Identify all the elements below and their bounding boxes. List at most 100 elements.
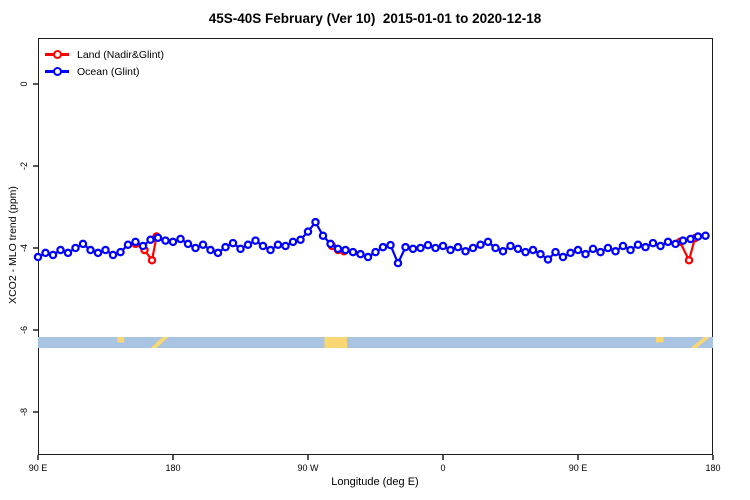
ocean-series-point	[581, 249, 590, 259]
ocean-series-point	[146, 235, 155, 245]
ocean-series-point	[228, 238, 238, 248]
ocean-series-point	[33, 252, 43, 262]
ocean-series-point	[63, 248, 73, 258]
ocean-series-point	[678, 236, 688, 245]
ocean-series-point	[633, 240, 643, 249]
ocean-series-point	[266, 245, 275, 255]
legend: Land (Nadir&Glint) Ocean (Glint)	[45, 46, 164, 80]
ocean-series-point	[453, 242, 463, 252]
ocean-series-point	[236, 244, 245, 254]
legend-label: Land (Nadir&Glint)	[77, 48, 164, 61]
x-tick-label: 90 E	[29, 463, 48, 473]
ocean-series-point	[131, 237, 140, 247]
surface-band-ocean	[38, 336, 713, 349]
ocean-series-point	[213, 248, 223, 258]
ocean-series-point	[101, 245, 110, 255]
surface-band-land-new-zealand	[150, 336, 169, 349]
surface-band-land-tasmania-repeat	[656, 336, 664, 343]
y-tick-label: -8	[19, 408, 29, 416]
ocean-series-point	[333, 244, 343, 254]
ocean-series-point	[551, 247, 560, 257]
ocean-series-point	[71, 243, 80, 253]
ocean-series-point	[348, 247, 358, 257]
ocean-series-point	[273, 240, 283, 249]
ocean-series-point	[603, 243, 613, 253]
ocean-series-point	[573, 245, 583, 255]
ocean-series-point	[341, 245, 350, 255]
ocean-series-point	[378, 242, 388, 252]
ocean-series-point	[206, 245, 215, 255]
legend-item-ocean: Ocean (Glint)	[45, 63, 164, 80]
y-tick-label: -2	[19, 162, 29, 170]
ocean-series-point	[461, 247, 470, 256]
ocean-series-point	[41, 248, 50, 258]
x-tick-label: 180	[165, 463, 180, 473]
ocean-series-point	[596, 247, 605, 257]
x-tick-label: 90 E	[569, 463, 588, 473]
ocean-series-point	[78, 239, 88, 249]
ocean-series-point	[393, 258, 403, 268]
ocean-series-point	[656, 241, 665, 251]
ocean-series-point	[221, 242, 230, 252]
ocean-series-point	[123, 240, 133, 249]
ocean-series-point	[386, 240, 395, 250]
ocean-series-point	[416, 243, 425, 253]
ocean-series-point	[138, 241, 148, 251]
ocean-series-point	[618, 241, 628, 251]
ocean-series-point	[401, 242, 410, 252]
chart-title: 45S-40S February (Ver 10) 2015-01-01 to …	[208, 11, 542, 26]
legend-marker-icon	[45, 50, 69, 60]
ocean-series-point	[701, 231, 710, 240]
ocean-series-point	[161, 236, 170, 245]
x-tick-label: 0	[440, 463, 445, 473]
ocean-series-point	[663, 237, 673, 247]
ocean-series-point	[521, 247, 530, 257]
y-tick-label: -4	[19, 244, 29, 252]
ocean-series-point	[468, 243, 478, 253]
ocean-series-point	[183, 239, 193, 249]
ocean-series-point	[423, 240, 433, 250]
ocean-series-point	[371, 247, 380, 257]
ocean-series-point	[611, 247, 620, 256]
ocean-series-point	[588, 244, 598, 254]
ocean-series-point	[476, 240, 485, 249]
ocean-series-point	[108, 250, 118, 260]
ocean-series-point	[513, 244, 523, 254]
legend-item-land: Land (Nadir&Glint)	[45, 46, 164, 63]
ocean-series-point	[93, 248, 103, 258]
ocean-series-point	[251, 236, 260, 245]
ocean-series-point	[198, 240, 208, 249]
ocean-series-point	[56, 245, 65, 255]
ocean-series-point	[543, 255, 553, 264]
ocean-series-point	[191, 243, 200, 253]
ocean-series-point	[483, 237, 493, 247]
ocean-series-point	[86, 245, 95, 255]
ocean-series-point	[626, 245, 635, 255]
ocean-series-point	[176, 234, 185, 244]
ocean-series-point	[153, 233, 163, 242]
ocean-series-point	[116, 247, 125, 257]
ocean-series-point	[408, 244, 418, 254]
x-axis-label: Longitude (deg E)	[331, 476, 419, 488]
surface-band-land-new-zealand-repeat	[690, 336, 710, 349]
ocean-series-point	[288, 237, 298, 247]
ocean-series-point	[686, 234, 695, 244]
ocean-series-point	[363, 252, 373, 262]
y-tick-label: -6	[19, 326, 29, 334]
ocean-series-point	[558, 252, 568, 262]
ocean-series-point	[311, 217, 320, 227]
ocean-series-point	[528, 245, 538, 255]
surface-band-land-tasmania	[117, 336, 125, 343]
ocean-series-point	[536, 249, 545, 259]
y-tick-label: 0	[19, 81, 29, 86]
ocean-series-point	[566, 248, 575, 258]
x-tick-label: 180	[705, 463, 720, 473]
plot-area-border	[38, 38, 713, 455]
ocean-series-point	[671, 239, 680, 249]
ocean-series-point	[641, 242, 650, 252]
ocean-series-point	[296, 235, 305, 245]
ocean-series-point	[498, 247, 508, 256]
land-series-point	[147, 256, 157, 265]
legend-label: Ocean (Glint)	[77, 65, 140, 78]
surface-band-land-south-america	[324, 336, 347, 349]
